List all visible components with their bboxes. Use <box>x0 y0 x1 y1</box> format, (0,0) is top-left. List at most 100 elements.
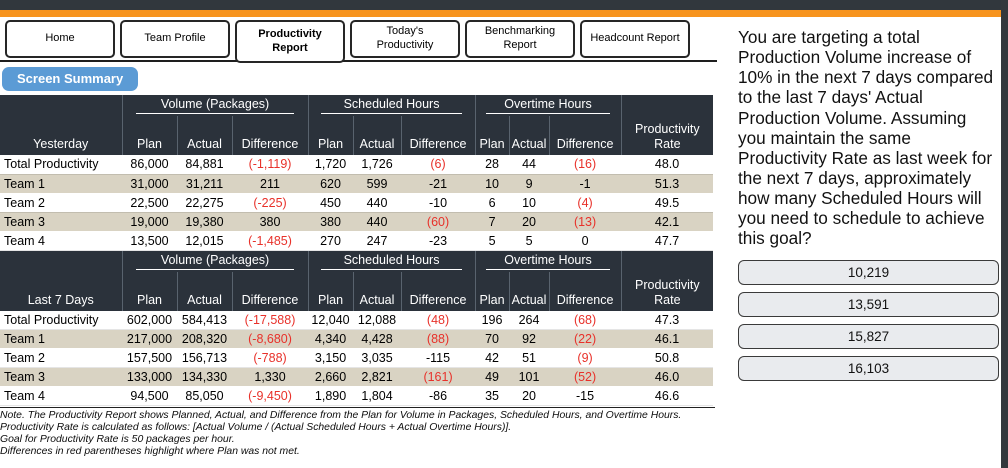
table-cell: (-17,588) <box>232 310 309 330</box>
accent-orange-bar <box>0 10 1008 17</box>
table-cell: (68) <box>549 310 622 330</box>
group-header-row: Volume (Packages) Scheduled Hours Overtime… <box>0 95 714 116</box>
table-cell: 42.1 <box>621 212 714 232</box>
answer-option-button[interactable]: 13,591 <box>738 292 999 318</box>
table-cell: (-788) <box>232 348 309 368</box>
table-cell: 10 <box>475 174 510 194</box>
table-cell: 101 <box>509 367 550 387</box>
column-header: Actual <box>352 271 402 311</box>
table-cell: 247 <box>353 231 402 251</box>
table-cell: 217,000 <box>122 329 177 349</box>
top-dark-bar <box>0 0 1008 10</box>
table-cell: 46.0 <box>621 367 714 387</box>
group-header-row: Volume (Packages) Scheduled Hours Overtime… <box>0 250 714 272</box>
table-cell: 51 <box>509 348 550 368</box>
row-label: Team 2 <box>0 348 122 368</box>
table-cell: 2,660 <box>308 367 354 387</box>
table-cell: 156,713 <box>177 348 232 368</box>
table-cell: (-1,119) <box>232 155 309 175</box>
tab-home[interactable]: Home <box>5 20 115 58</box>
table-cell: 440 <box>353 193 402 213</box>
row-label: Team 3 <box>0 212 122 232</box>
table-cell: 22,500 <box>122 193 177 213</box>
table-cell: -115 <box>401 348 476 368</box>
table-cell: 6 <box>475 193 510 213</box>
table-cell: 133,000 <box>122 367 177 387</box>
table-cell: 12,040 <box>308 310 354 330</box>
table-cell: 264 <box>509 310 550 330</box>
column-header-row: Last 7 Days Plan Actual Difference Plan Actua… <box>0 271 714 311</box>
table-cell: 380 <box>308 212 354 232</box>
table-cell: 599 <box>353 174 402 194</box>
column-header: Actual <box>508 116 550 155</box>
answer-option-button[interactable]: 16,103 <box>738 356 999 382</box>
table-cell: 5 <box>475 231 510 251</box>
table-cell: (22) <box>549 329 622 349</box>
tab-team-profile[interactable]: Team Profile <box>120 20 230 58</box>
table-cell: 48.0 <box>621 155 714 175</box>
group-header: Overtime Hours <box>474 250 622 272</box>
table-cell: 208,320 <box>177 329 232 349</box>
answer-option-button[interactable]: 15,827 <box>738 324 999 350</box>
column-header-productivity-rate: Productivity Rate <box>620 116 714 155</box>
table-cell: 46.6 <box>621 386 714 406</box>
column-header: Plan <box>121 271 177 311</box>
tab-productivity-report[interactable]: Productivity Report <box>235 20 345 63</box>
tab-benchmarking-report[interactable]: Benchmarking Report <box>465 20 575 58</box>
table-cell: 9 <box>509 174 550 194</box>
period-label: Last 7 Days <box>0 271 122 311</box>
group-header: Scheduled Hours <box>307 250 476 272</box>
table-cell: 584,413 <box>177 310 232 330</box>
footnote-line: Productivity Rate is calculated as follo… <box>0 421 512 433</box>
column-header: Difference <box>548 116 622 155</box>
column-header-row: Yesterday Plan Actual Difference Plan Actual D… <box>0 116 714 155</box>
table-row: Total Productivity 602,000 584,413 (-17,588… <box>0 310 714 330</box>
table-cell: 12,088 <box>353 310 402 330</box>
table-cell: -10 <box>401 193 476 213</box>
table-cell: (88) <box>401 329 476 349</box>
screen-summary-button[interactable]: Screen Summary <box>2 67 139 91</box>
table-cell: 49.5 <box>621 193 714 213</box>
table-row: Team 1 31,000 31,211 211 620 599 -21 10 9 -1 51.3 <box>0 174 714 194</box>
right-edge-scroll-strip[interactable] <box>1001 0 1008 468</box>
table-cell: 49 <box>475 367 510 387</box>
last-7-days-productivity-table: Volume (Packages) Scheduled Hours Overtime… <box>0 250 714 406</box>
table-row: Total Productivity 86,000 84,881 (-1,119) 1,… <box>0 155 714 175</box>
table-cell: 86,000 <box>122 155 177 175</box>
column-header: Difference <box>400 271 476 311</box>
table-cell: (60) <box>401 212 476 232</box>
table-cell: 20 <box>509 212 550 232</box>
table-cell: 19,000 <box>122 212 177 232</box>
answer-option-button[interactable]: 10,219 <box>738 260 999 286</box>
row-label: Team 3 <box>0 367 122 387</box>
table-cell: 35 <box>475 386 510 406</box>
table-cell: 50.8 <box>621 348 714 368</box>
table-cell: -15 <box>549 386 622 406</box>
column-header: Actual <box>176 271 232 311</box>
column-header: Plan <box>474 116 510 155</box>
table-cell: 450 <box>308 193 354 213</box>
table-cell: 211 <box>232 174 309 194</box>
group-header: Volume (Packages) <box>121 250 309 272</box>
question-panel: You are targeting a total Production Vol… <box>717 17 1008 457</box>
table-cell: -21 <box>401 174 476 194</box>
table-row: Team 3 133,000 134,330 1,330 2,660 2,821 (161)… <box>0 367 714 387</box>
table-cell: 440 <box>353 212 402 232</box>
tab-todays-productivity[interactable]: Today's Productivity <box>350 20 460 58</box>
table-cell: 46.1 <box>621 329 714 349</box>
row-label: Team 2 <box>0 193 122 213</box>
footnote-line: Differences in red parentheses highlight… <box>0 445 300 457</box>
tab-headcount-report[interactable]: Headcount Report <box>580 20 690 58</box>
table-cell: 1,804 <box>353 386 402 406</box>
column-header: Difference <box>400 116 476 155</box>
group-header: Volume (Packages) <box>121 95 309 116</box>
table-cell: 44 <box>509 155 550 175</box>
table-cell: 380 <box>232 212 309 232</box>
column-header: Difference <box>548 271 622 311</box>
table-cell: 1,720 <box>308 155 354 175</box>
column-header-productivity-rate: Productivity Rate <box>620 271 714 311</box>
table-cell: 157,500 <box>122 348 177 368</box>
table-cell: (16) <box>549 155 622 175</box>
table-cell: 602,000 <box>122 310 177 330</box>
